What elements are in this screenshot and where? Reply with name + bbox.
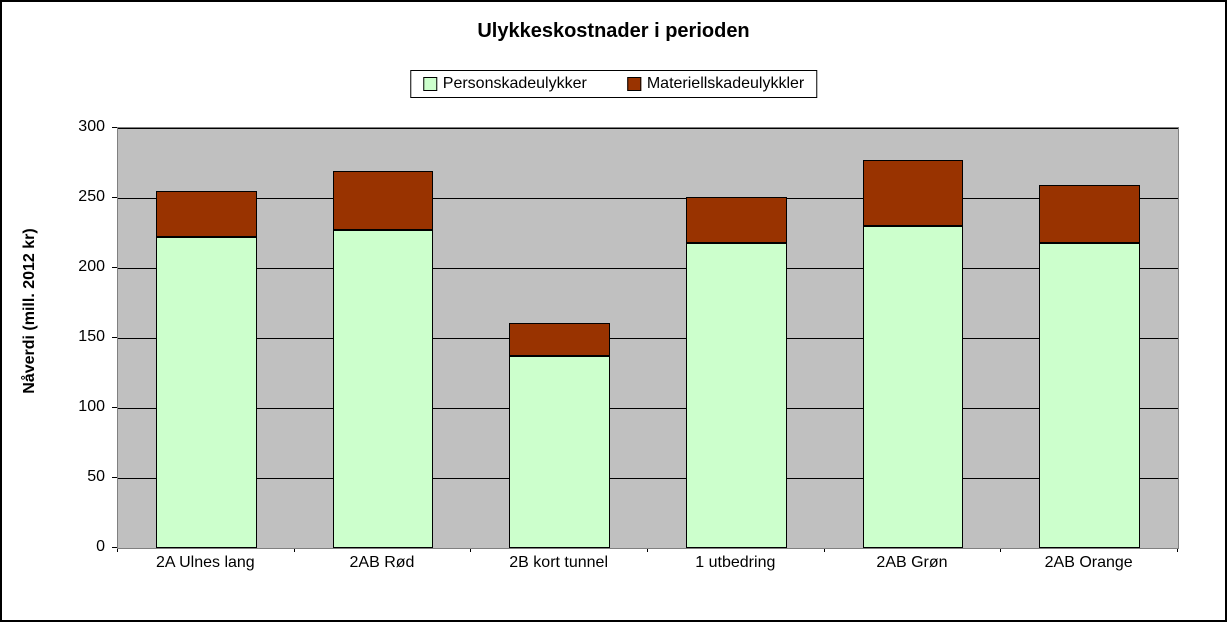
- x-category-label: 2AB Rød: [294, 554, 470, 572]
- bar-segment-series-0: [509, 356, 610, 548]
- chart-title: Ulykkeskostnader i perioden: [2, 20, 1225, 43]
- bar-segment-series-1: [1039, 185, 1140, 242]
- bar-segment-series-1: [509, 323, 610, 357]
- legend-item-0: Personskadeulykker: [423, 75, 587, 93]
- y-tick-label: 250: [55, 188, 105, 206]
- bars-layer: [118, 128, 1178, 548]
- bar-segment-series-1: [686, 197, 787, 243]
- bar-segment-series-1: [333, 171, 434, 230]
- y-axis-label: Nåverdi (mill. 2012 kr): [21, 228, 39, 393]
- y-tick-label: 100: [55, 398, 105, 416]
- y-tick-label: 50: [55, 468, 105, 486]
- x-category-label: 2A Ulnes lang: [117, 554, 293, 572]
- legend-label-1: Materiellskadeulykkler: [647, 75, 804, 93]
- bar-segment-series-1: [156, 191, 257, 237]
- bar-segment-series-0: [333, 230, 434, 548]
- y-tick-label: 0: [55, 538, 105, 556]
- chart-container: Ulykkeskostnader i perioden Personskadeu…: [0, 0, 1227, 622]
- bar-segment-series-0: [1039, 243, 1140, 548]
- legend-item-1: Materiellskadeulykkler: [627, 75, 804, 93]
- y-tick-label: 300: [55, 118, 105, 136]
- x-category-label: 1 utbedring: [647, 554, 823, 572]
- bar-segment-series-1: [863, 160, 964, 226]
- legend: Personskadeulykker Materiellskadeulykkle…: [410, 70, 817, 98]
- x-category-label: 2AB Orange: [1001, 554, 1177, 572]
- bar-segment-series-0: [156, 237, 257, 548]
- y-tick-label: 200: [55, 258, 105, 276]
- x-category-label: 2B kort tunnel: [471, 554, 647, 572]
- x-category-label: 2AB Grøn: [824, 554, 1000, 572]
- bar-segment-series-0: [686, 243, 787, 548]
- legend-swatch-0: [423, 77, 437, 91]
- bar-segment-series-0: [863, 226, 964, 548]
- legend-label-0: Personskadeulykker: [443, 75, 587, 93]
- plot-area: [117, 127, 1179, 549]
- legend-swatch-1: [627, 77, 641, 91]
- y-tick-label: 150: [55, 328, 105, 346]
